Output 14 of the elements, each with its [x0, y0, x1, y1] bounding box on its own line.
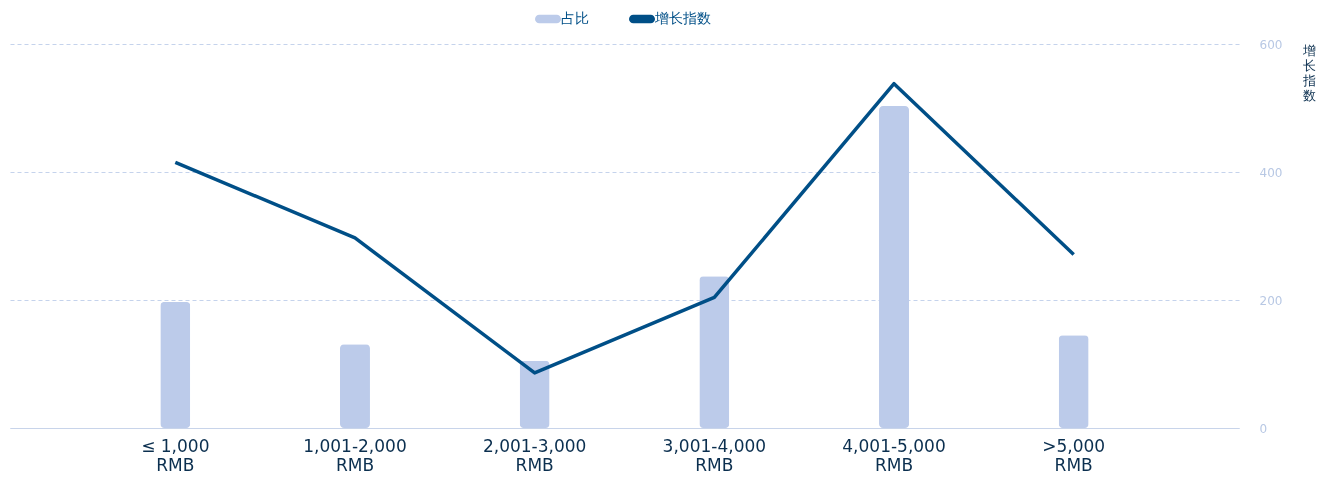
- x-tick-label: >5,000 RMB: [1042, 435, 1106, 475]
- x-tick-label: 2,001-3,000 RMB: [482, 435, 587, 475]
- x-tick-label: 4,001-5,000 RMB: [842, 435, 946, 475]
- x-tick-label: 3,001-4,000 RMB: [662, 435, 767, 475]
- y-axis-title: 增长指数: [1302, 42, 1316, 103]
- x-tick-label: 1,001-2,000 RMB: [303, 435, 407, 475]
- line-series: [173, 81, 1076, 375]
- legend-label: 占比: [561, 10, 589, 26]
- y-tick-label: 200: [1259, 293, 1283, 308]
- y-tick-label: 600: [1259, 37, 1283, 52]
- legend-label: 增长指数: [654, 10, 711, 26]
- y-tick-label: 400: [1259, 165, 1283, 180]
- x-tick-label: ≤ 1,000 RMB: [141, 435, 210, 475]
- y-tick-label: 0: [1259, 421, 1268, 436]
